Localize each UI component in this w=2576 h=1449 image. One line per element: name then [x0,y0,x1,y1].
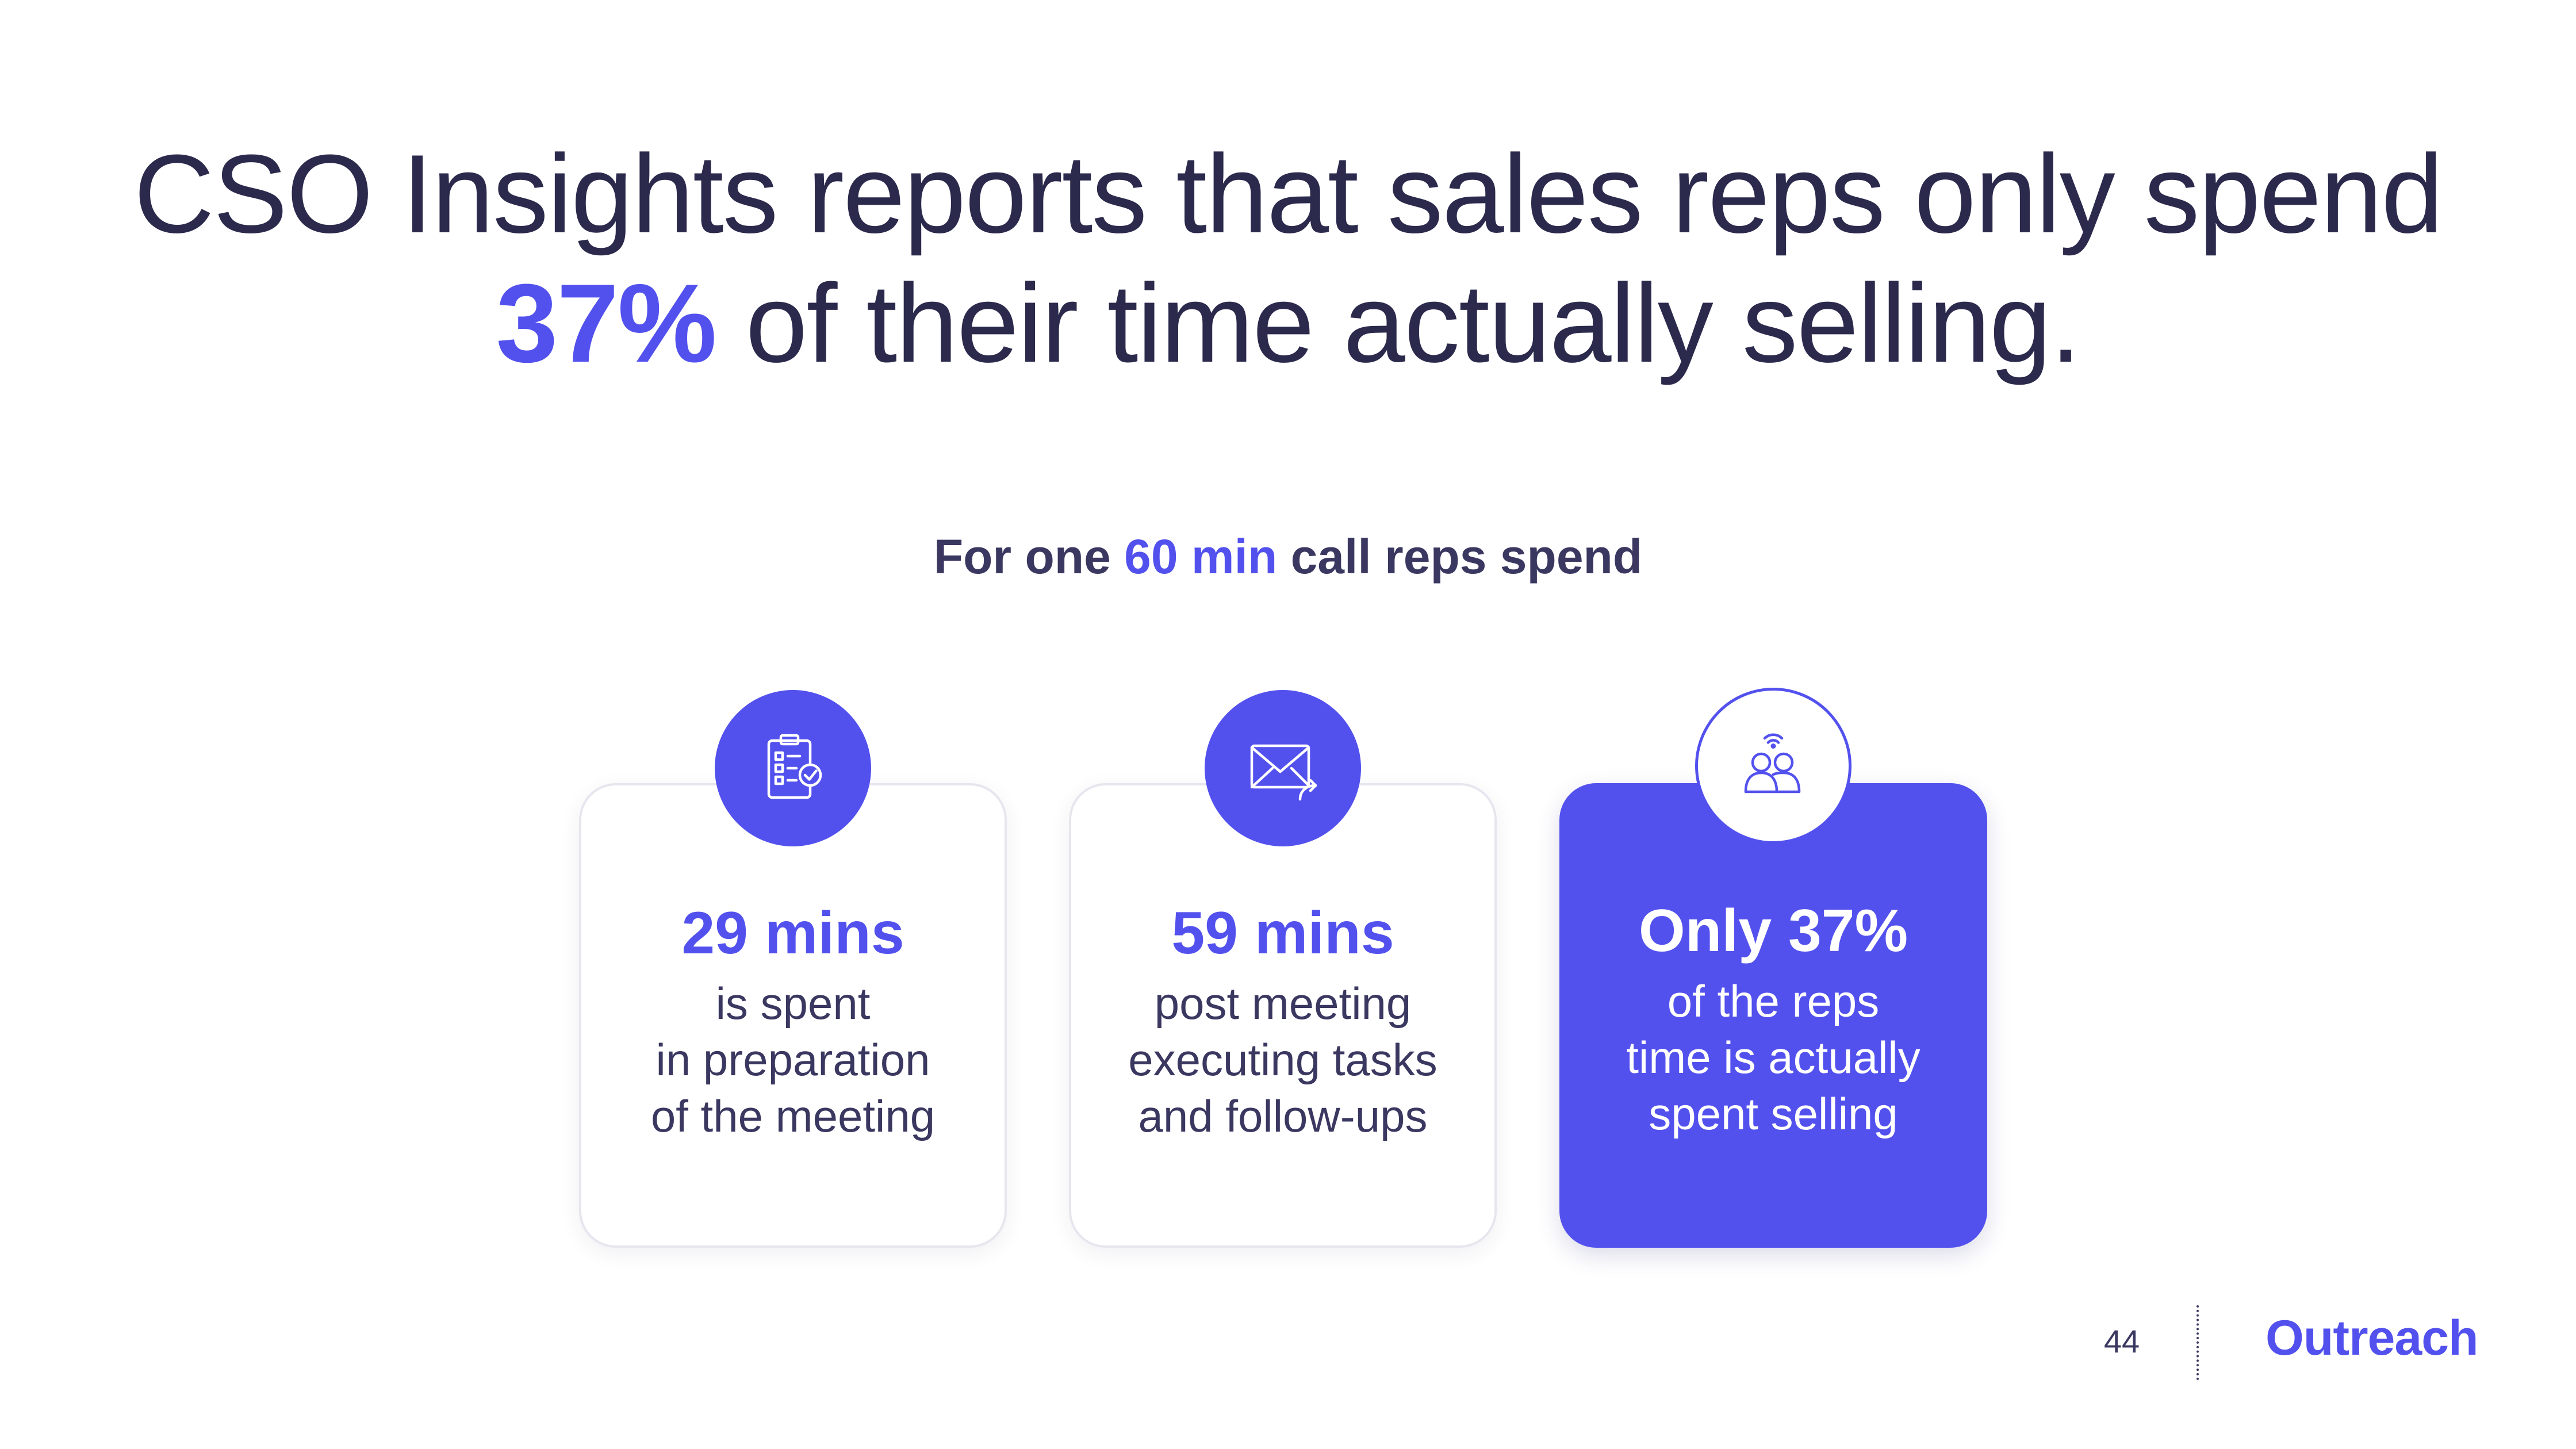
people-signal-icon [1695,688,1851,844]
description-line: executing tasks [1128,1034,1438,1085]
description-line: time is actually [1626,1032,1920,1083]
description-line: of the reps [1667,976,1880,1026]
clipboard-checklist-icon [715,690,871,846]
headline-accent: 37% [496,261,716,386]
subheading-before: For one [933,530,1125,584]
envelope-reply-icon [1205,690,1361,846]
description-line: spent selling [1649,1088,1898,1139]
stat-card-post-meeting: 59 mins post meeting executing tasks and… [1069,690,1497,1248]
headline-line-2: 37% of their time actually selling. [0,259,2576,388]
page-number: 44 [2103,1323,2140,1359]
stat-card-preparation: 29 mins is spent in preparation of the m… [579,690,1007,1248]
description-line: post meeting [1154,978,1412,1029]
stat-card-selling: Only 37% of the reps time is actually sp… [1559,688,1987,1248]
stat-value: 59 mins [1171,900,1394,967]
headline: CSO Insights reports that sales reps onl… [0,129,2576,388]
stat-description: is spent in preparation of the meeting [581,975,1005,1144]
subheading-accent: 60 min [1124,530,1278,584]
description-line: and follow-ups [1138,1091,1428,1141]
stat-value: Only 37% [1638,898,1908,964]
description-line: in preparation [656,1034,930,1085]
headline-line-1: CSO Insights reports that sales reps onl… [133,132,2443,256]
description-line: is spent [715,978,871,1029]
subheading: For one 60 min call reps spend [0,529,2576,585]
stat-description: post meeting executing tasks and follow-… [1071,975,1494,1144]
stat-description: of the reps time is actually spent selli… [1559,973,1987,1142]
description-line: of the meeting [650,1091,936,1141]
headline-line-2-rest: of their time actually selling. [715,261,2082,386]
stat-value: 29 mins [681,900,904,967]
outreach-logo: Outreach [2266,1310,2479,1366]
subheading-after: call reps spend [1277,530,1643,584]
footer-divider [2196,1305,2199,1380]
